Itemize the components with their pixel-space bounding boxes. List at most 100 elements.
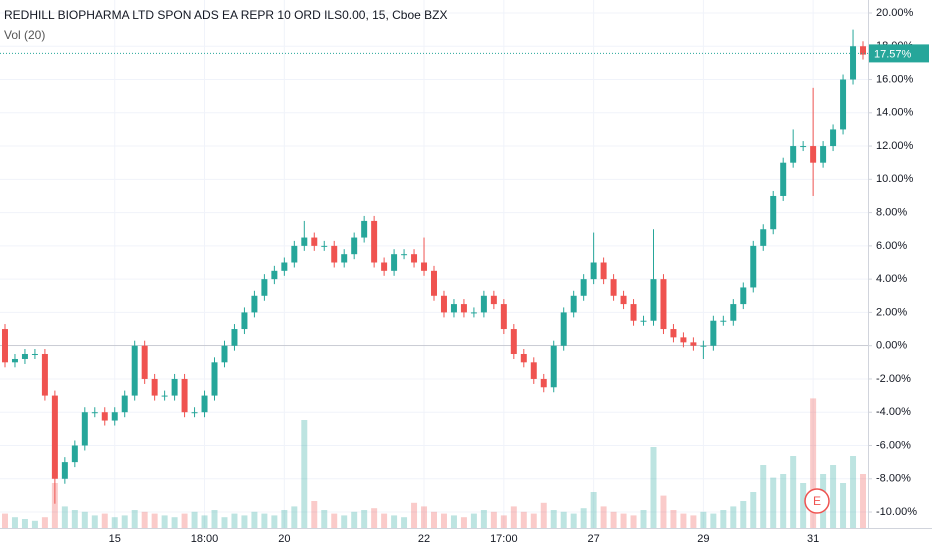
candle-body [241,312,248,330]
candle-body [840,79,847,130]
candle-body [440,295,447,313]
volume-bar [810,398,817,528]
candle-body [530,362,537,379]
candle-body [291,245,298,263]
volume-bar [391,515,398,528]
candle-body [371,220,378,263]
candle-body [600,262,607,280]
candle-body [820,146,827,163]
candle-body [411,254,418,263]
y-tick-label: 6.00% [876,240,907,252]
candle-body [780,162,787,196]
volume-bar [301,420,308,528]
volume-bar [490,511,497,528]
volume-bar [560,511,567,528]
candle-body [101,412,108,421]
candle-body [21,353,28,359]
candle-body [401,254,408,256]
candle-body [750,245,757,288]
y-tick-label: -4.00% [876,406,911,418]
candle-body [700,345,707,347]
candle-body [311,237,318,246]
candle-body [331,245,338,263]
volume-bar [51,483,58,528]
last-price-label: 17.57% [874,48,912,60]
candle-body [201,395,208,413]
y-tick-label: 2.00% [876,306,907,318]
volume-bar [321,510,328,528]
candle-body [460,304,467,313]
volume-bar [311,501,318,528]
candle-body [191,412,198,414]
candle-body [181,378,188,413]
candle-body [720,320,727,322]
y-tick-label: 20.00% [876,7,914,19]
candle-body [261,279,268,296]
candle-body [660,279,667,330]
volume-bar [331,513,338,528]
candle-body [61,462,68,479]
volume-bar [361,510,368,528]
volume-bar [620,513,627,528]
volume-bar [690,515,697,528]
volume-bar [630,515,637,528]
candle-body [690,342,697,346]
volume-bar [1,513,8,528]
volume-bar [281,510,288,528]
x-tick-label: 22 [418,533,430,545]
volume-bar [261,513,268,528]
candle-body [121,395,128,413]
candle-body [610,279,617,296]
y-tick-label: 4.00% [876,273,907,285]
x-tick-label: 29 [697,533,709,545]
volume-bar [520,511,527,528]
candle-body [141,345,148,379]
candle-body [211,362,218,396]
candle-body [341,254,348,263]
volume-bar [421,506,428,528]
x-tick-label: 20 [278,533,290,545]
candle-body [810,146,817,163]
volume-bar [780,474,787,528]
volume-bar [381,513,388,528]
candle-body [111,412,118,421]
volume-bar [660,495,667,528]
volume-bar [460,517,467,528]
volume-bar [740,501,747,528]
volume-bar [790,456,797,528]
x-tick-label: 27 [588,533,600,545]
volume-bar [341,515,348,528]
candle-body [41,353,48,396]
candle-body [71,445,78,463]
volume-bar [850,456,857,528]
volume-bar [800,483,807,528]
volume-bar [31,520,38,528]
candle-body [131,345,138,396]
volume-bar [61,506,68,528]
candle-body [480,295,487,313]
volume-bar [141,511,148,528]
earnings-label[interactable]: E [813,494,821,508]
candle-body [680,337,687,343]
volume-bar [231,513,238,528]
plot [0,29,868,528]
volume-bar [121,515,128,528]
volume-bar [700,511,707,528]
volume-bar [71,510,78,528]
volume-bar [500,515,507,528]
candle-body [171,378,178,396]
y-tick-label: -8.00% [876,473,911,485]
candle-body [281,262,288,271]
volume-bar [431,511,437,528]
candle-body [540,378,547,388]
volume-bar [411,502,418,528]
earnings-badge[interactable] [804,488,830,514]
volume-bar [131,510,138,528]
y-tick-label: 10.00% [876,173,914,185]
volume-bar [450,515,457,528]
candle-body [31,353,38,355]
x-tick-label: 17:00 [490,533,518,545]
volume-bar [241,515,248,528]
candle-body [321,245,328,247]
candle-body [231,329,238,346]
